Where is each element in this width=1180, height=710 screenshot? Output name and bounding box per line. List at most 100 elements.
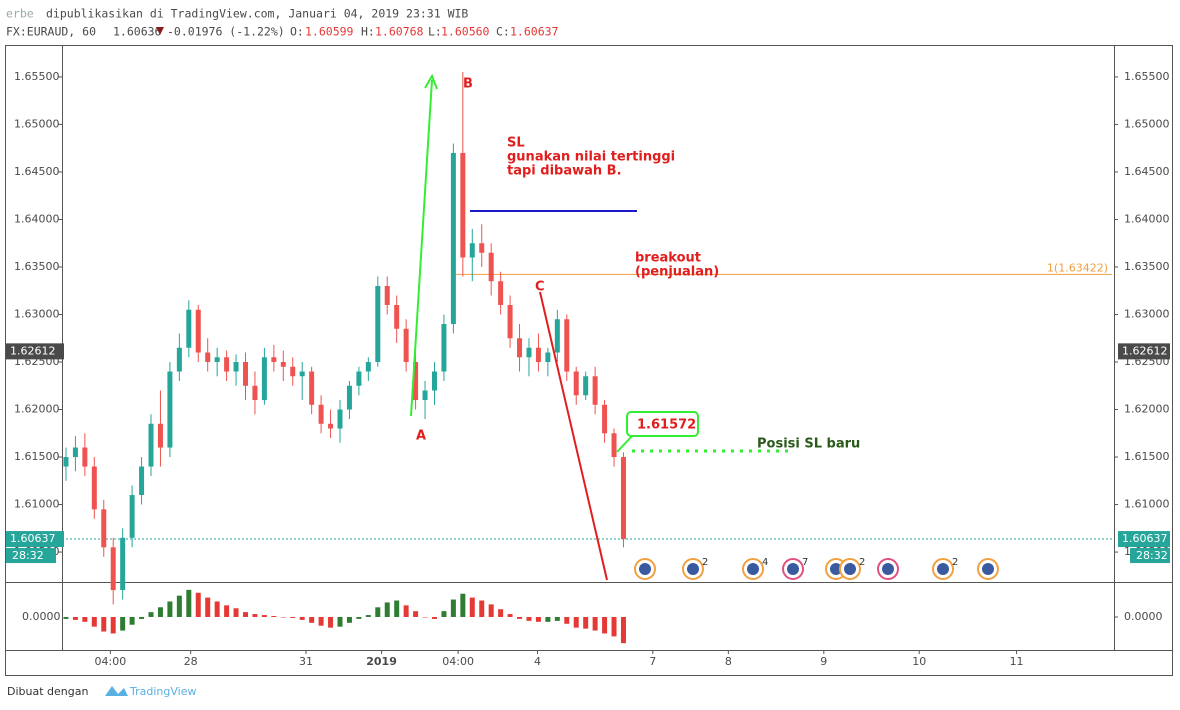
- osc-bar: [554, 616, 560, 621]
- osc-bar: [224, 605, 230, 617]
- fib-label: 1(1.63422): [1047, 261, 1108, 274]
- y-tick-label: 1.65000: [14, 117, 60, 130]
- author: erbe: [6, 7, 34, 21]
- candle-body: [120, 537, 126, 591]
- osc-bar: [498, 609, 504, 617]
- osc-bar: [195, 592, 201, 617]
- candle-body: [337, 409, 343, 429]
- candle-body: [554, 319, 560, 353]
- x-tick-label: 11: [1010, 655, 1024, 668]
- candle-body: [450, 152, 456, 325]
- candle-body: [346, 385, 352, 410]
- candle-body: [394, 304, 400, 329]
- osc-bar: [82, 616, 88, 622]
- candle-body: [299, 371, 305, 377]
- countdown: 28:32: [12, 549, 44, 562]
- event-flag: [982, 563, 994, 575]
- candle-body: [328, 423, 334, 429]
- osc-bar: [535, 616, 541, 622]
- candle-body: [233, 362, 239, 372]
- symbol: FX:EURAUD, 60: [6, 25, 96, 39]
- candle-body: [583, 376, 589, 396]
- footer-brand: TradingView: [129, 685, 196, 698]
- point-c: C: [535, 280, 545, 295]
- osc-bar: [299, 616, 305, 620]
- osc-bar: [233, 608, 239, 617]
- osc-bar: [176, 595, 182, 617]
- plot: 1.65500 1.65500 1.65000 1.65000 1.64500 1.645…: [6, 70, 1170, 668]
- last-price-label-bg: [6, 531, 64, 548]
- osc-bar: [564, 616, 570, 624]
- osc-bar: [375, 607, 381, 617]
- osc-bar: [318, 616, 324, 626]
- candle-body: [592, 376, 598, 405]
- x-tick-label: 2019: [366, 655, 397, 668]
- candle-body: [243, 362, 249, 386]
- h-label: H:: [361, 25, 375, 39]
- last-price-label: 1.60637: [10, 532, 56, 545]
- frame: [5, 45, 1173, 676]
- y-tick-label: 1.65500: [1124, 70, 1170, 83]
- x-tick-label: 04:00: [442, 655, 474, 668]
- sl-note: tapi dibawah B.: [507, 164, 622, 179]
- x-tick-label: 8: [725, 655, 732, 668]
- x-tick-label: 9: [820, 655, 827, 668]
- countdown: 28:32: [1136, 549, 1168, 562]
- candle-body: [157, 423, 163, 448]
- osc-bar: [365, 615, 371, 617]
- callout-box: [626, 411, 699, 437]
- osc-bar: [517, 616, 523, 619]
- candle-body: [535, 347, 541, 363]
- y-tick-label: 1.64500: [14, 165, 60, 178]
- osc-bar: [72, 616, 78, 620]
- osc-bar: [620, 616, 626, 644]
- callout-pointer: [616, 435, 633, 453]
- event-flag: [882, 563, 894, 575]
- event-count: 7: [802, 557, 808, 568]
- candle-body: [290, 366, 296, 377]
- x-tick-label: 10: [912, 655, 926, 668]
- candle-body: [214, 357, 220, 363]
- event-flag: [830, 563, 842, 575]
- x-tick-label: 4: [534, 655, 541, 668]
- osc-bar: [583, 616, 589, 629]
- event-count: 4: [762, 557, 768, 568]
- candle-body: [356, 371, 362, 386]
- osc-bar: [403, 605, 409, 617]
- h-value: 1.60768: [375, 25, 424, 39]
- event-flag: [937, 563, 949, 575]
- candle-body: [309, 371, 315, 405]
- osc-bar: [214, 601, 220, 617]
- candle-body: [318, 404, 324, 424]
- y-tick-label: 1.65000: [1124, 117, 1170, 130]
- crosshair-label: 1.62612: [10, 344, 56, 357]
- x-tick-label: 28: [184, 655, 198, 668]
- candle-body: [403, 328, 409, 363]
- countdown-bg: [1130, 548, 1170, 564]
- osc-bar: [526, 616, 532, 621]
- y-tick-label: 1.61000: [14, 498, 60, 511]
- price: 1.60636: [113, 25, 162, 39]
- sl-note: SL: [507, 136, 525, 151]
- osc-bar: [413, 611, 419, 617]
- osc-bar: [129, 616, 135, 625]
- event-count: 2: [952, 557, 958, 568]
- candle-body: [611, 433, 617, 458]
- candle-body: [488, 252, 494, 282]
- y-tick-label: 1.62000: [1124, 403, 1170, 416]
- candle-body: [479, 243, 485, 253]
- osc-bar: [252, 614, 258, 617]
- crosshair-label: 1.62612: [1122, 344, 1168, 357]
- osc-bar: [110, 616, 116, 634]
- y-tick-label: 1.63000: [14, 307, 60, 320]
- osc-bar: [328, 616, 334, 628]
- y-tick-label: 1.65500: [14, 70, 60, 83]
- candle-body: [63, 457, 69, 467]
- candle-body: [460, 152, 466, 258]
- event-count: 2: [702, 557, 708, 568]
- o-value: 1.60599: [305, 25, 354, 39]
- breakout-note: breakout: [635, 251, 701, 266]
- l-label: L:: [428, 25, 442, 39]
- osc-bar: [63, 616, 69, 619]
